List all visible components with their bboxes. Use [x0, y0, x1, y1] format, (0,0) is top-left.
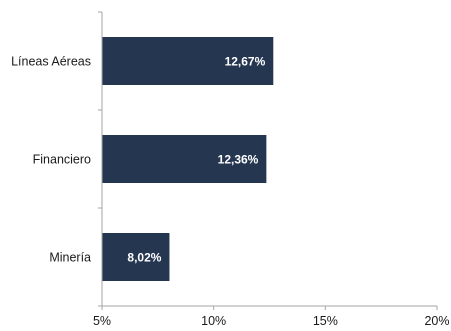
x-tick-label: 15% [313, 314, 338, 328]
x-tick-label: 10% [201, 314, 226, 328]
data-label: 8,02% [127, 251, 161, 265]
bars-group [102, 37, 274, 281]
bar [102, 233, 170, 281]
category-label: Minería [49, 251, 91, 265]
data-label: 12,67% [225, 55, 266, 69]
x-tick-label: 20% [424, 314, 449, 328]
category-label: Líneas Aéreas [11, 55, 91, 69]
bar [102, 135, 267, 183]
axes-group [101, 12, 437, 307]
labels-group: 5% 10% 15% 20% Líneas Aéreas 12,67% Financiero… [11, 55, 449, 329]
data-label: 12,36% [218, 153, 259, 167]
x-tick-label: 5% [93, 314, 111, 328]
category-label: Financiero [33, 153, 91, 167]
bar [102, 37, 274, 85]
ticks-group [98, 11, 438, 310]
